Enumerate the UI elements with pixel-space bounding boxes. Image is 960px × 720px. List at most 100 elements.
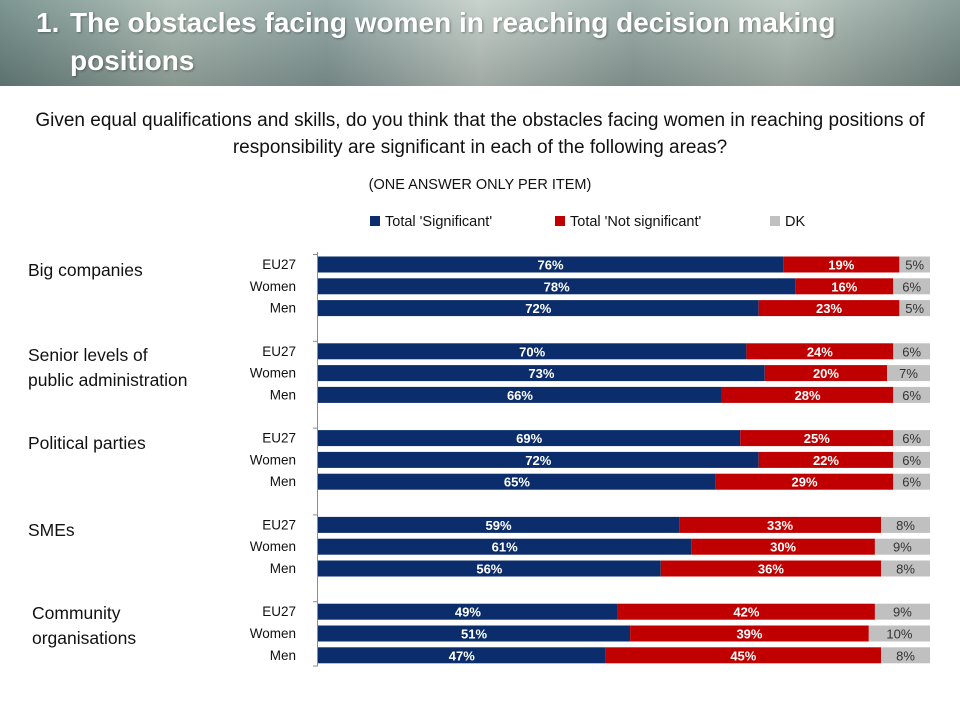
bar-0-2-1: [758, 300, 900, 317]
bar-value-3-0-2: 8%: [896, 518, 915, 533]
bar-2-2-2: [893, 473, 930, 490]
group-label-4-0: Community: [32, 603, 121, 623]
bar-value-3-1-0: 61%: [492, 540, 518, 555]
bar-2-1-0: [318, 451, 759, 468]
bar-3-2-0: [318, 560, 661, 577]
bar-4-1-0: [318, 625, 631, 642]
bar-value-0-0-2: 5%: [905, 258, 924, 273]
bar-value-3-2-0: 56%: [476, 562, 502, 577]
bar-4-2-2: [881, 647, 930, 664]
bar-1-0-0: [318, 343, 747, 360]
bar-value-3-0-1: 33%: [767, 518, 793, 533]
bar-value-0-2-1: 23%: [816, 301, 842, 316]
group-label-0-0: Big companies: [28, 260, 143, 280]
bar-value-0-2-0: 72%: [525, 301, 551, 316]
bar-1-1-2: [887, 365, 930, 382]
row-label-4-1: Women: [250, 626, 296, 641]
row-label-4-2: Men: [270, 648, 296, 663]
group-label-2-0: Political parties: [28, 433, 146, 453]
row-label-0-0: EU27: [262, 257, 296, 272]
bar-4-1-2: [868, 625, 930, 642]
row-label-2-0: EU27: [262, 431, 296, 446]
slide-title: 1. The obstacles facing women in reachin…: [36, 4, 951, 80]
bar-4-0-2: [874, 603, 930, 620]
group-label-3-0: SMEs: [28, 520, 75, 540]
bar-0-1-1: [795, 278, 894, 295]
bar-value-0-1-0: 78%: [544, 279, 570, 294]
legend-label-1: Total 'Not significant': [570, 214, 701, 230]
bar-3-1-2: [874, 538, 930, 555]
bar-2-0-0: [318, 430, 741, 447]
bar-0-0-2: [899, 256, 930, 273]
survey-question: Given equal qualifications and skills, d…: [35, 110, 925, 158]
bar-value-2-2-1: 29%: [792, 475, 818, 490]
bar-value-0-1-2: 6%: [902, 279, 921, 294]
bar-3-0-0: [318, 516, 680, 533]
bar-1-1-1: [764, 365, 888, 382]
bar-3-2-1: [660, 560, 882, 577]
bar-value-2-0-0: 69%: [516, 431, 542, 446]
bar-value-0-2-2: 5%: [905, 301, 924, 316]
bar-value-1-2-2: 6%: [902, 388, 921, 403]
bar-value-1-0-2: 6%: [902, 344, 921, 359]
bar-0-0-1: [783, 256, 900, 273]
bar-3-1-1: [691, 538, 875, 555]
row-label-2-1: Women: [250, 452, 296, 467]
bar-value-1-0-0: 70%: [519, 344, 545, 359]
bar-value-3-0-0: 59%: [486, 518, 512, 533]
bar-1-2-1: [721, 386, 894, 403]
bar-1-2-0: [318, 386, 722, 403]
bar-value-3-1-2: 9%: [893, 540, 912, 555]
bar-value-1-0-1: 24%: [807, 344, 833, 359]
bar-value-4-1-2: 10%: [886, 627, 912, 642]
row-label-2-2: Men: [270, 474, 296, 489]
bar-2-2-1: [715, 473, 894, 490]
bar-3-0-2: [881, 516, 930, 533]
bar-value-4-2-2: 8%: [896, 648, 915, 663]
bar-value-1-1-2: 7%: [899, 366, 918, 381]
title-text: The obstacles facing women in reaching d…: [70, 7, 836, 76]
legend-swatch-1: [555, 216, 565, 226]
row-label-0-1: Women: [250, 279, 296, 294]
bar-3-2-2: [881, 560, 930, 577]
legend-swatch-2: [770, 216, 780, 226]
bar-1-1-0: [318, 365, 765, 382]
bar-4-0-0: [318, 603, 618, 620]
bar-4-2-1: [605, 647, 882, 664]
bar-3-1-0: [318, 538, 692, 555]
bar-value-1-1-1: 20%: [813, 366, 839, 381]
group-label-1-1: public administration: [28, 370, 188, 390]
bar-value-2-2-0: 65%: [504, 475, 530, 490]
bar-2-1-2: [893, 451, 930, 468]
legend-label-2: DK: [785, 214, 805, 230]
bar-2-0-2: [893, 430, 930, 447]
bar-1-0-1: [746, 343, 894, 360]
answer-instruction: (ONE ANSWER ONLY PER ITEM): [368, 177, 592, 193]
bar-value-1-2-0: 66%: [507, 388, 533, 403]
bar-value-1-1-0: 73%: [528, 366, 554, 381]
bar-0-2-2: [899, 300, 930, 317]
row-label-3-0: EU27: [262, 517, 296, 532]
row-label-1-0: EU27: [262, 344, 296, 359]
bar-value-0-0-1: 19%: [828, 258, 854, 273]
bar-value-3-2-1: 36%: [758, 562, 784, 577]
bar-0-0-0: [318, 256, 784, 273]
bar-1-2-2: [893, 386, 930, 403]
bar-value-3-1-1: 30%: [770, 540, 796, 555]
bar-value-4-0-1: 42%: [733, 605, 759, 620]
group-label-1-0: Senior levels of: [28, 345, 148, 365]
bar-4-0-1: [617, 603, 875, 620]
bar-value-4-0-0: 49%: [455, 605, 481, 620]
bar-value-0-1-1: 16%: [831, 279, 857, 294]
bar-value-0-0-0: 76%: [538, 258, 564, 273]
row-label-3-2: Men: [270, 561, 296, 576]
group-label-4-1: organisations: [32, 628, 136, 648]
header-banner: [0, 0, 960, 86]
title-number: 1.: [36, 7, 60, 38]
bar-value-2-0-2: 6%: [902, 431, 921, 446]
bar-2-2-0: [318, 473, 716, 490]
bar-value-4-1-1: 39%: [736, 627, 762, 642]
bar-value-2-1-1: 22%: [813, 453, 839, 468]
bar-3-0-1: [679, 516, 882, 533]
